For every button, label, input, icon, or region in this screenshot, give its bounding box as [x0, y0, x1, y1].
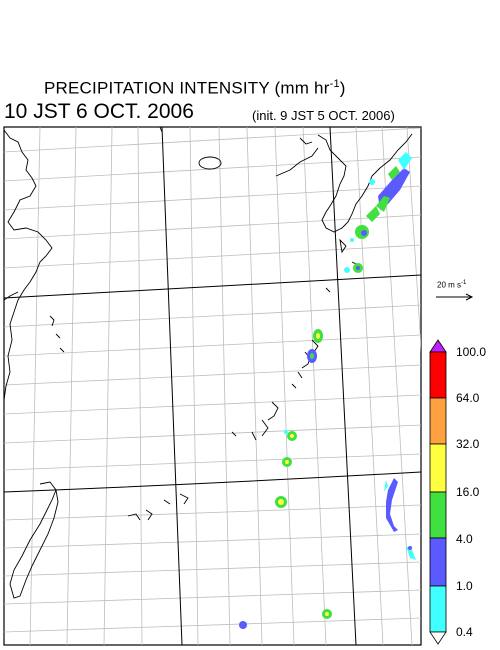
- precip-band-east: [384, 478, 416, 560]
- colorbar-label: 1.0: [456, 579, 473, 593]
- vector-key-text: 20 m s: [437, 280, 462, 290]
- precip-spot-south: [239, 609, 332, 629]
- init-time: (init. 9 JST 5 OCT. 2006): [252, 108, 395, 123]
- vector-key-label: 20 m s-1: [437, 280, 466, 290]
- precip-band-north: [350, 152, 412, 242]
- precip-spot-1: [284, 430, 297, 441]
- map-frame: [3, 126, 422, 646]
- precip-spot-2: [282, 457, 292, 467]
- colorbar-segment: [429, 585, 447, 633]
- colorbar-overflow-triangle: [429, 339, 447, 353]
- precip-spot-amami: [313, 329, 323, 343]
- colorbar-segment: [429, 537, 447, 587]
- colorbar-label: 64.0: [456, 391, 480, 405]
- colorbar-segment: [429, 443, 447, 493]
- colorbar-segment: [429, 397, 447, 445]
- precip-spot-kyushu-south: [344, 263, 363, 273]
- chart-title: PRECIPITATION INTENSITY (mm hr-1): [44, 78, 346, 99]
- title-main: PRECIPITATION INTENSITY (mm hr: [44, 78, 330, 98]
- colorbar-label: 100.0: [456, 345, 487, 359]
- colorbar-label: 0.4: [456, 625, 473, 639]
- colorbar-label: 32.0: [456, 437, 480, 451]
- colorbar-segment: [429, 351, 447, 399]
- fine-graticule: [4, 127, 421, 645]
- vector-key-exponent: -1: [461, 280, 467, 286]
- precip-areas: [239, 152, 416, 629]
- colorbar-label: 4.0: [456, 532, 473, 546]
- colorbar: [429, 339, 447, 645]
- valid-time: 10 JST 6 OCT. 2006: [4, 100, 194, 123]
- colorbar-segment: [429, 491, 447, 539]
- title-close: ): [339, 78, 346, 98]
- vector-key-arrow: [436, 293, 474, 301]
- precip-spot-okinawa-north: [307, 349, 317, 363]
- title-exponent: -1: [329, 78, 340, 90]
- precip-spot-3: [275, 496, 287, 508]
- colorbar-label: 16.0: [456, 485, 480, 499]
- colorbar-underflow-triangle: [429, 631, 447, 645]
- major-graticule: [4, 127, 421, 645]
